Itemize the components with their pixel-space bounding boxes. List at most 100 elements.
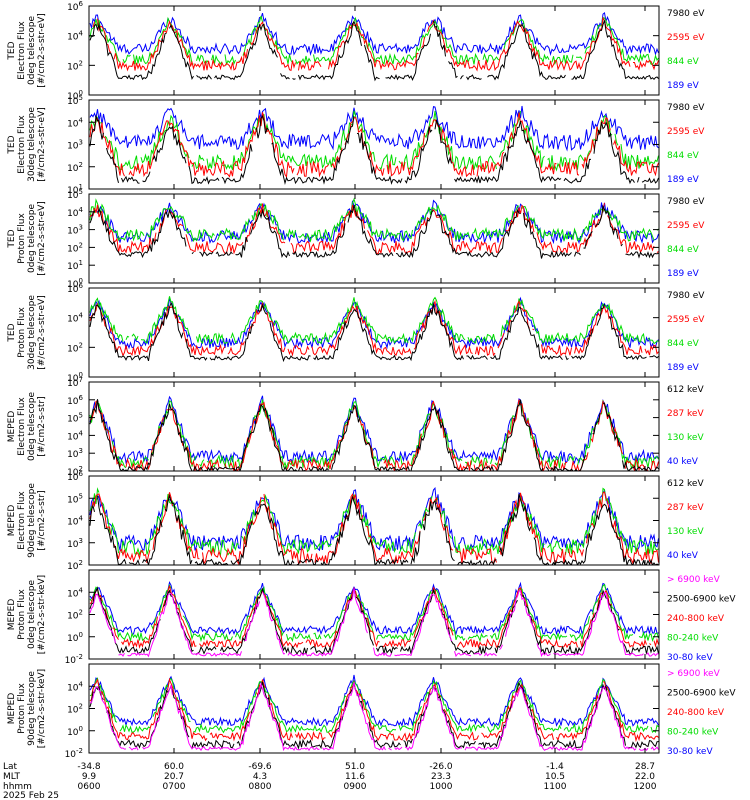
legend-entry: 189 eV — [667, 175, 700, 185]
legend-entry: 287 keV — [667, 409, 704, 419]
panel-frame — [88, 381, 660, 472]
x-row-label: Lat — [3, 762, 18, 772]
x-tick-label: -34.8 — [77, 762, 101, 772]
y-tick-label: 105 — [67, 94, 83, 107]
legend-entry: > 6900 keV — [667, 575, 721, 585]
legend-entry: 844 eV — [667, 151, 700, 161]
y-tick-label: 102 — [67, 703, 83, 716]
legend-entry: 189 eV — [667, 363, 700, 373]
panel-frame — [88, 193, 660, 284]
y-tick-label: 10-2 — [65, 747, 83, 760]
legend-entry: 844 eV — [667, 339, 700, 349]
y-tick-label: 101 — [67, 183, 83, 196]
x-tick-label: 1200 — [634, 782, 657, 792]
x-tick-label: 11.6 — [345, 772, 365, 782]
series-2595-ev — [89, 299, 659, 357]
legend-entry: 30-80 keV — [667, 747, 713, 757]
series-844-ev — [89, 110, 659, 172]
y-tick-label: 102 — [67, 241, 83, 254]
x-tick-label: 1000 — [430, 782, 453, 792]
y-axis-label: MEPEDProton Flux90deg telescope[#/cm2-s-… — [7, 669, 47, 748]
y-tick-label: 103 — [67, 224, 83, 237]
x-tick-label: 0900 — [344, 782, 367, 792]
y-tick-label: 100 — [67, 277, 83, 290]
x-tick-label: 60.0 — [164, 762, 184, 772]
legend-entry: 40 keV — [667, 551, 699, 561]
panel-7-series — [89, 580, 659, 658]
legend-entry: 844 eV — [667, 57, 700, 67]
x-row-label: hhmm — [3, 782, 32, 792]
series--6900-kev — [89, 682, 659, 752]
y-axis-label: TEDElectron Flux30deg telescope[#/cm2-s-… — [7, 107, 47, 182]
x-tick-label: -26.0 — [429, 762, 453, 772]
y-tick-label: 102 — [67, 559, 83, 572]
legend-entry: > 6900 keV — [667, 669, 721, 679]
y-tick-label: 106 — [67, 394, 83, 407]
x-tick-label: 22.0 — [635, 772, 655, 782]
y-tick-label: 101 — [67, 259, 83, 272]
legend-entry: 2595 eV — [667, 127, 705, 137]
y-tick-label: 105 — [67, 188, 83, 201]
panel-1: 100 102 104 106 TEDElectron Flux0deg telesco… — [7, 0, 705, 102]
y-axis-label: TEDProton Flux0deg telescope[#/cm2-s-str… — [7, 201, 47, 276]
y-axis-label: MEPEDElectron Flux0deg telescope[#/cm2-s… — [7, 392, 47, 462]
legend-entry: 287 keV — [667, 503, 704, 513]
panel-2-series — [89, 105, 659, 185]
y-tick-label: 102 — [67, 465, 83, 478]
series-844-ev — [89, 15, 659, 66]
panel-frame — [88, 287, 660, 378]
y-tick-label: 104 — [67, 206, 83, 219]
legend-entry: 2500-6900 keV — [667, 689, 736, 699]
x-tick-label: -69.6 — [248, 762, 272, 772]
panel-frame — [88, 99, 660, 190]
legend-entry: 80-240 keV — [667, 728, 719, 738]
panel-8-series — [89, 674, 659, 752]
legend-entry: 240-800 keV — [667, 708, 725, 718]
legend-entry: 2500-6900 keV — [667, 595, 736, 605]
y-tick-label: 100 — [67, 725, 83, 738]
panel-frame — [88, 569, 660, 660]
y-tick-label: 105 — [67, 412, 83, 425]
series-80-240-kev — [89, 583, 659, 643]
series-7980-ev — [89, 204, 659, 259]
x-tick-label: 10.5 — [545, 772, 565, 782]
legend-entry: 612 keV — [667, 479, 704, 489]
panel-7: 10-2 100 102 104 MEPEDProton Flux0deg telesc… — [7, 569, 736, 666]
series-40-kev — [89, 395, 659, 465]
date-label: 2025 Feb 25 — [3, 791, 59, 800]
y-tick-label: 104 — [67, 515, 83, 528]
series-189-ev — [89, 105, 659, 152]
series-2595-ev — [92, 16, 659, 72]
legend-entry: 2595 eV — [667, 33, 705, 43]
series-2595-ev — [89, 202, 659, 255]
y-tick-label: 103 — [67, 447, 83, 460]
panel-5: 102 103 104 105 106 107 MEPEDElectron Flux0deg… — [7, 376, 704, 478]
y-tick-label: 104 — [67, 680, 83, 693]
legend-entry: 40 keV — [667, 457, 699, 467]
y-tick-label: 100 — [67, 631, 83, 644]
y-tick-label: 104 — [67, 429, 83, 442]
x-tick-label: 0800 — [249, 782, 272, 792]
y-tick-label: 106 — [67, 282, 83, 295]
legend-entry: 189 eV — [667, 81, 700, 91]
series-844-ev — [89, 296, 659, 345]
y-axis-label: MEPEDElectron Flux90deg telescope[#/cm2-… — [7, 483, 47, 558]
legend-entry: 240-800 keV — [667, 614, 725, 624]
y-tick-label: 102 — [67, 341, 83, 354]
legend-entry: 7980 eV — [667, 103, 705, 113]
x-tick-label: 51.0 — [345, 762, 365, 772]
series-287-kev — [89, 491, 659, 565]
series-189-ev — [89, 11, 659, 57]
y-tick-label: 104 — [67, 30, 83, 43]
legend-entry: 844 eV — [667, 245, 700, 255]
series-287-kev — [89, 399, 659, 471]
y-tick-label: 102 — [67, 161, 83, 174]
x-tick-label: 23.3 — [431, 772, 451, 782]
panel-6-series — [89, 487, 659, 565]
y-axis-label: TEDElectron Flux0deg telescope[#/cm2-s-s… — [7, 13, 47, 88]
panel-5-series — [89, 395, 659, 471]
series-189-ev — [89, 296, 659, 350]
series-30-80-kev — [89, 674, 659, 728]
series-7980-ev — [89, 114, 659, 185]
